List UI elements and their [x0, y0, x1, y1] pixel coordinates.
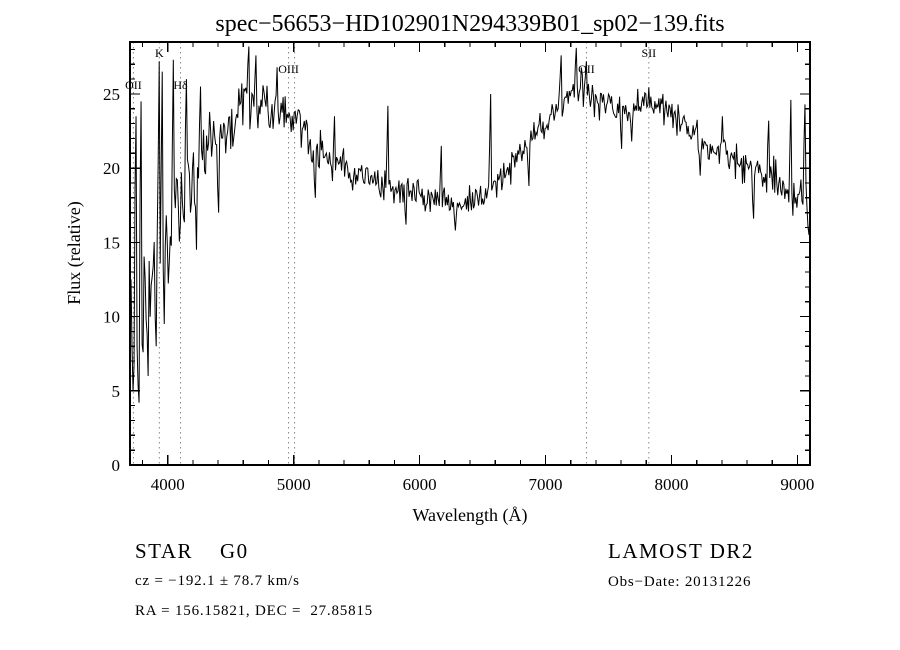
- tick-labels-group: 4000 5000 6000 7000 8000 9000 0 5 10 15 20 25: [103, 85, 814, 494]
- ticks-group: [130, 42, 810, 466]
- x-axis-label: Wavelength (Å): [412, 505, 527, 526]
- ra-dec-value: RA = 156.15821, DEC = 27.85815: [135, 603, 373, 619]
- x-tick-label: 4000: [151, 475, 185, 494]
- spectrum-chart: spec−56653−HD102901N294339B01_sp02−139.f…: [64, 11, 814, 526]
- plot-frame-group: [129, 41, 811, 466]
- y-tick-label: 0: [112, 456, 121, 475]
- cz-value: cz = −192.1 ± 78.7 km/s: [135, 573, 300, 589]
- x-tick-label: 7000: [529, 475, 563, 494]
- spectral-line-label: SII: [641, 46, 656, 60]
- y-tick-label: 25: [103, 85, 120, 104]
- spectral-line-label: OIII: [278, 62, 299, 76]
- x-tick-label: 5000: [277, 475, 311, 494]
- y-tick-label: 10: [103, 308, 120, 327]
- spectral-line-label: Hδ: [173, 78, 188, 92]
- spectral-line-label: K: [155, 46, 164, 60]
- x-tick-label: 8000: [654, 475, 688, 494]
- obs-date-value: Obs−Date: 20131226: [608, 574, 752, 590]
- survey-label: LAMOST DR2: [608, 539, 754, 563]
- object-class-label: STAR G0: [135, 539, 249, 563]
- x-tick-label: 9000: [780, 475, 814, 494]
- spectrum-trace-group: [129, 46, 811, 403]
- y-tick-label: 5: [112, 382, 121, 401]
- y-axis-label: Flux (relative): [64, 201, 85, 304]
- y-tick-label: 15: [103, 233, 120, 252]
- spectrum-trace: [129, 46, 811, 403]
- chart-title: spec−56653−HD102901N294339B01_sp02−139.f…: [215, 11, 724, 37]
- y-tick-label: 20: [103, 159, 120, 178]
- spectral-line-label: OII: [125, 78, 142, 92]
- x-tick-label: 6000: [403, 475, 437, 494]
- plot-frame: [129, 41, 811, 466]
